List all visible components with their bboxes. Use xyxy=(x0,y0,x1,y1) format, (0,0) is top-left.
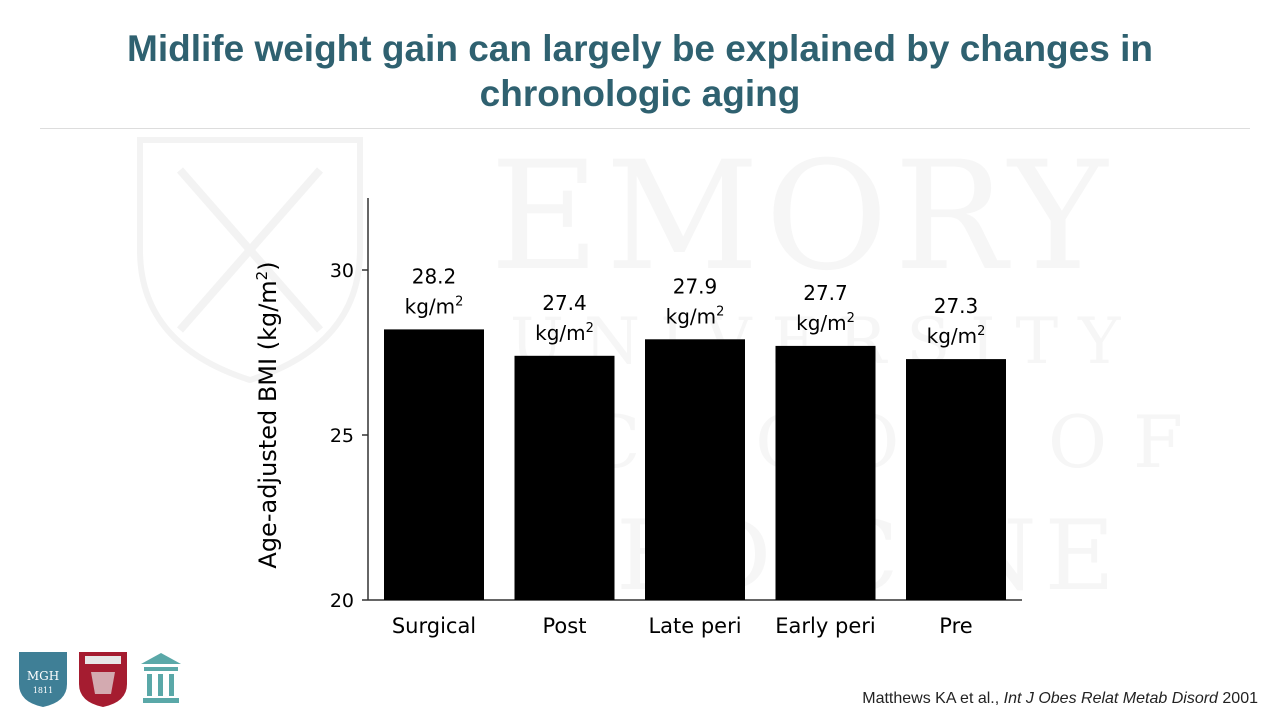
bar xyxy=(645,339,745,600)
citation: Matthews KA et al., Int J Obes Relat Met… xyxy=(862,690,1258,708)
data-label-value: 27.4 xyxy=(542,291,587,315)
category-label: Surgical xyxy=(392,614,476,638)
data-label-unit: kg/m2 xyxy=(796,311,855,335)
citation-authors: Matthews KA et al., xyxy=(862,690,1000,707)
y-tick-label: 25 xyxy=(330,425,354,447)
y-axis-title: Age-adjusted BMI (kg/m2) xyxy=(253,261,282,568)
mgh-logo-text: MGH xyxy=(27,669,59,683)
bar xyxy=(906,359,1006,600)
citation-journal: Int J Obes Relat Metab Disord xyxy=(1003,690,1218,707)
data-label-value: 28.2 xyxy=(412,264,457,288)
category-label: Post xyxy=(543,614,587,638)
mgh-logo-year: 1811 xyxy=(33,686,53,695)
data-label-unit: kg/m2 xyxy=(927,324,986,348)
slide-title: Midlife weight gain can largely be expla… xyxy=(40,26,1240,116)
category-label: Late peri xyxy=(648,614,741,638)
y-tick-label: 20 xyxy=(330,590,354,612)
bar xyxy=(775,345,876,600)
data-label-value: 27.3 xyxy=(934,294,979,318)
title-line-1: Midlife weight gain can largely be expla… xyxy=(127,28,1153,69)
bar xyxy=(514,355,615,600)
citation-year: 2001 xyxy=(1222,690,1258,707)
data-label-unit: kg/m2 xyxy=(535,321,594,345)
title-line-2: chronologic aging xyxy=(479,73,801,114)
category-label: Early peri xyxy=(775,614,875,638)
category-label: Pre xyxy=(939,614,972,638)
data-label-unit: kg/m2 xyxy=(405,294,464,318)
y-tick-label: 30 xyxy=(330,260,354,282)
harvard-shield-logo xyxy=(77,650,129,712)
bar xyxy=(384,329,484,600)
data-label-value: 27.7 xyxy=(803,281,848,305)
data-label-unit: kg/m2 xyxy=(666,304,725,328)
columns-logo xyxy=(138,650,184,712)
data-label-value: 27.9 xyxy=(673,274,718,298)
mgh-logo: MGH 1811 xyxy=(17,650,69,712)
title-divider xyxy=(40,128,1250,129)
